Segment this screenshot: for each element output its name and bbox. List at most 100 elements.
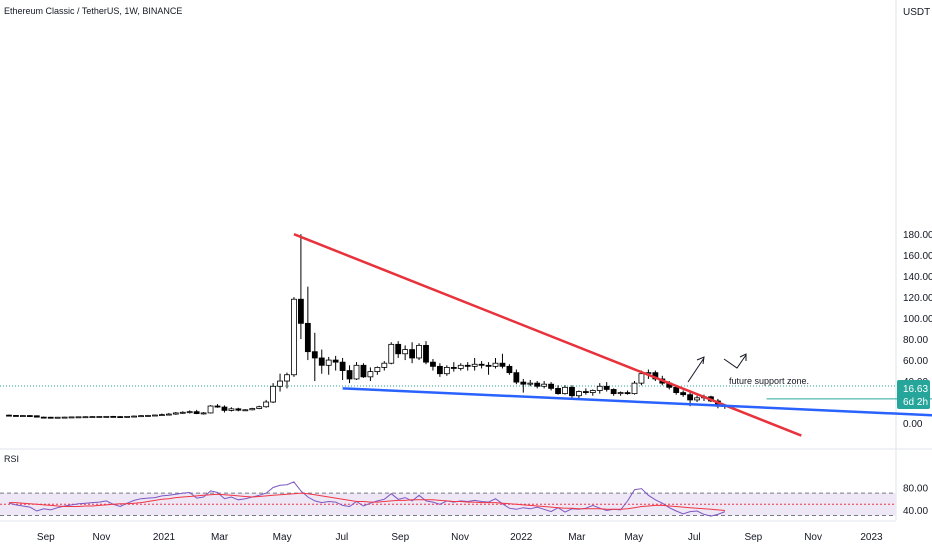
candle-up [471, 363, 478, 367]
candle-up [89, 416, 96, 419]
candle-up [158, 414, 165, 417]
price-tick-label: 0.00 [903, 419, 923, 430]
candle-down [582, 391, 589, 393]
rsi-tick-label: 40.00 [903, 506, 928, 517]
candle-down [610, 389, 617, 395]
candle-up [249, 408, 256, 411]
candle-down [409, 349, 416, 359]
candle-down [47, 416, 54, 419]
candle-down [687, 394, 693, 401]
candle-down [117, 416, 124, 419]
candle-up [576, 391, 582, 397]
price-tick-label: 60.00 [903, 356, 928, 367]
candle-down [40, 416, 47, 419]
candle-down [235, 408, 242, 411]
candle-down [513, 372, 520, 383]
time-tick-label: Sep [744, 532, 762, 543]
candle-down [346, 370, 353, 380]
candle-up [381, 362, 388, 368]
candle-down [485, 364, 492, 367]
time-tick-label: Mar [568, 532, 586, 543]
annotation-text[interactable]: future support zone. [729, 376, 809, 386]
candle-down [520, 381, 527, 385]
candle-up [186, 411, 193, 414]
time-tick-label: Mar [211, 532, 229, 543]
price-tick-label: 120.00 [903, 293, 932, 304]
candle-up [541, 383, 548, 387]
candle-down [534, 382, 541, 387]
time-tick-label: Nov [804, 532, 822, 543]
rsi-axis: 80.00 40.00 [903, 484, 928, 517]
candle-down [33, 415, 40, 418]
time-tick-label: Sep [37, 532, 55, 543]
candle-down [13, 415, 19, 417]
candle-up [443, 367, 450, 375]
candle-up [617, 392, 624, 395]
time-tick-label: May [624, 532, 643, 543]
candle-up [82, 416, 89, 419]
candle-down [673, 386, 680, 393]
candle-up [596, 385, 603, 391]
candle-up [138, 415, 144, 418]
candle-up [124, 415, 131, 418]
candle-down [548, 383, 554, 389]
rsi-ma-line [9, 492, 725, 511]
candle-up [61, 416, 68, 419]
candle-down [214, 405, 221, 408]
rsi-line [8, 481, 726, 517]
candle-up [165, 413, 172, 416]
candle-up [228, 408, 235, 411]
time-tick-label: 2023 [860, 532, 883, 543]
candle-up [145, 415, 151, 417]
arrow-up-drawing[interactable] [687, 356, 705, 383]
candle-up [589, 390, 596, 393]
candle-down [423, 344, 429, 363]
candle-up [263, 401, 270, 408]
candle-up [562, 386, 568, 395]
candle-down [339, 361, 346, 371]
candle-up [200, 412, 207, 415]
candle-up [374, 367, 381, 373]
price-tick-label: 80.00 [903, 335, 928, 346]
time-tick-label: Nov [93, 532, 111, 543]
candle-up [131, 415, 138, 418]
candle-up [353, 364, 360, 380]
arrow-zigzag-drawing[interactable] [723, 353, 747, 369]
trendlines-layer [293, 233, 932, 437]
candle-up [277, 380, 283, 387]
candle-up [325, 359, 332, 366]
candle-up [457, 364, 464, 369]
candle-down [464, 364, 471, 367]
candle-down [569, 386, 575, 397]
rsi-lines-layer [8, 481, 726, 517]
candle-up [96, 416, 103, 418]
candle-down [110, 415, 117, 418]
time-tick-label: Jul [688, 532, 701, 543]
candle-up [694, 397, 700, 401]
resistance-trendline [293, 233, 802, 437]
chart-title: Ethereum Classic / TetherUS, 1W, BINANCE [4, 6, 182, 16]
candle-down [603, 385, 610, 390]
time-tick-label: 2021 [153, 532, 176, 543]
candle-up [54, 416, 61, 419]
candle-down [624, 392, 631, 395]
candle-up [402, 349, 409, 355]
time-tick-label: Nov [451, 532, 469, 543]
price-tick-label: 160.00 [903, 251, 932, 262]
price-axis-currency: USDT [903, 7, 930, 18]
price-tick-label: 100.00 [903, 314, 932, 325]
candle-up [207, 405, 214, 414]
candle-up [179, 411, 186, 414]
candle-up [270, 385, 277, 403]
candle-up [256, 406, 263, 409]
support-trendline [342, 387, 932, 417]
candle-up [103, 415, 110, 418]
candle-down [6, 414, 12, 417]
price-tick-label: 140.00 [903, 272, 932, 283]
candle-down [193, 411, 200, 414]
candle-up [631, 382, 638, 395]
candle-down [304, 322, 311, 353]
candle-up [68, 416, 75, 419]
candle-down [221, 406, 228, 411]
